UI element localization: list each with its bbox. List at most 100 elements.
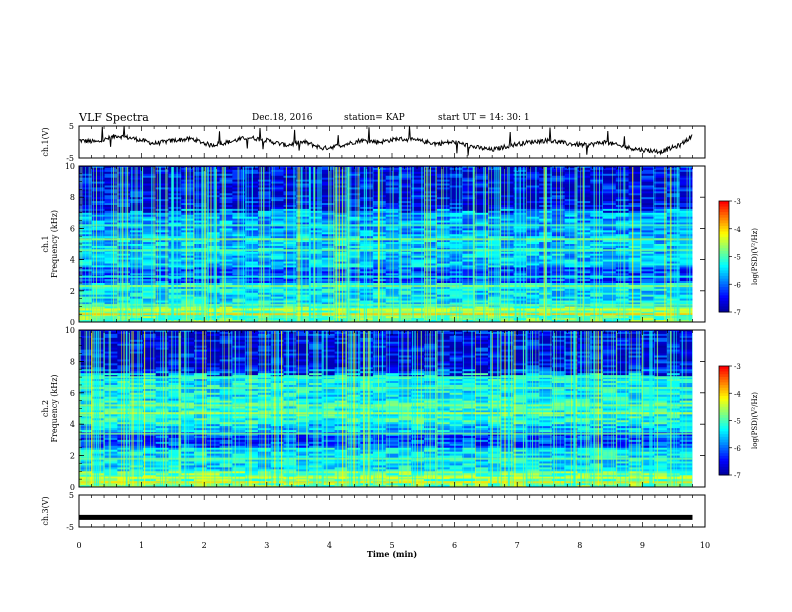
psd-cell (219, 220, 233, 223)
psd-cell (539, 333, 553, 337)
psd-cell (679, 222, 694, 225)
psd-cell (462, 265, 476, 268)
psd-cell (526, 206, 540, 210)
psd-cell (181, 230, 195, 233)
psd-cell (130, 300, 144, 303)
psd-cell (475, 273, 489, 276)
psd-cell (666, 320, 681, 323)
psd-cell (475, 281, 489, 284)
psd-cell (181, 206, 195, 210)
psd-cell (257, 263, 272, 266)
psd-cell (526, 320, 540, 323)
psd-cell (666, 265, 681, 268)
psd-cell (194, 216, 208, 220)
psd-cell (270, 320, 285, 323)
psd-cell (411, 216, 425, 220)
psd-cell (666, 214, 681, 218)
psd-cell (411, 171, 425, 175)
psd-cell (564, 265, 579, 268)
psd-cell (270, 259, 285, 262)
psd-cell (654, 166, 668, 169)
psd-cell (615, 306, 630, 309)
psd-cell (79, 339, 93, 343)
psd-cell (628, 286, 642, 290)
psd-cell (206, 230, 221, 233)
psd-cell (270, 302, 285, 305)
psd-cell (475, 175, 489, 179)
psd-cell (270, 166, 285, 169)
psd-cell (334, 259, 348, 262)
psd-cell (142, 288, 157, 292)
psd-cell (334, 222, 348, 225)
psd-cell (564, 218, 579, 221)
psd-cell (641, 310, 655, 313)
psd-cell (590, 255, 604, 259)
psd-cell (475, 203, 489, 206)
psd-cell (168, 247, 182, 251)
psd-cell (398, 208, 412, 212)
psd-cell (257, 189, 272, 192)
psd-cell (206, 212, 221, 216)
psd-cell (168, 271, 182, 274)
psd-cell (615, 199, 630, 202)
psd-cell (283, 314, 297, 317)
psd-cell (194, 222, 208, 225)
psd-cell (628, 306, 642, 309)
psd-cell (142, 242, 157, 245)
psd-cell (398, 302, 412, 305)
psd-cell (219, 185, 233, 188)
psd-cell (347, 298, 361, 301)
psd-cell (168, 318, 182, 321)
psd-cell (539, 353, 553, 356)
psd-cell (206, 335, 221, 339)
psd-cell (615, 337, 630, 341)
psd-cell (526, 253, 540, 257)
psd-cell (475, 306, 489, 309)
psd-cell (539, 351, 553, 354)
psd-cell (142, 296, 157, 299)
psd-cell (219, 216, 233, 220)
psd-cell (590, 222, 604, 225)
psd-cell (615, 267, 630, 270)
psd-cell (155, 265, 170, 268)
psd-cell (309, 169, 323, 173)
psd-cell (142, 290, 157, 294)
psd-cell (526, 306, 540, 309)
psd-cell (666, 263, 681, 266)
psd-cell (130, 271, 144, 274)
psd-cell (475, 347, 489, 351)
psd-cell (666, 206, 681, 210)
psd-cell (679, 269, 694, 272)
psd-cell (283, 337, 297, 341)
psd-cell (347, 218, 361, 221)
psd-cell (564, 193, 579, 196)
psd-cell (130, 195, 144, 198)
psd-cell (500, 353, 515, 356)
psd-cell (283, 245, 297, 249)
psd-cell (398, 318, 412, 321)
psd-cell (526, 296, 540, 299)
psd-cell (679, 179, 694, 182)
psd-cell (168, 187, 182, 190)
psd-cell (206, 195, 221, 198)
psd-cell (551, 263, 566, 266)
psd-cell (270, 279, 285, 282)
psd-cell (551, 240, 566, 243)
psd-cell (590, 273, 604, 276)
psd-cell (411, 228, 425, 231)
psd-cell (526, 181, 540, 184)
psd-cell (539, 347, 553, 351)
psd-cell (181, 214, 195, 218)
psd-cell (283, 247, 297, 251)
psd-cell (117, 269, 131, 272)
psd-cell (679, 171, 694, 175)
psd-cell (91, 273, 106, 276)
psd-cell (679, 335, 694, 339)
psd-cell (296, 273, 310, 276)
psd-cell (155, 279, 170, 282)
psd-cell (168, 296, 182, 299)
psd-cell (257, 220, 272, 223)
psd-cell (603, 183, 617, 186)
psd-cell (142, 298, 157, 301)
psd-cell (398, 167, 412, 171)
